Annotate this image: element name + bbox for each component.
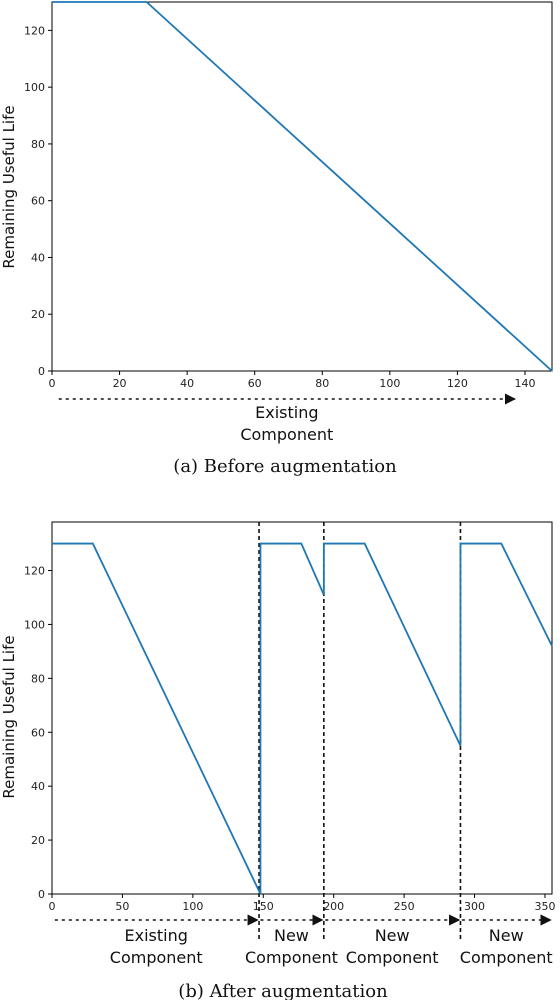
chartB-xtick-label: 250 <box>394 900 415 913</box>
chart-a-series <box>52 1 553 372</box>
chartB-ytick-label: 80 <box>31 672 45 685</box>
chartA-xtick-label: 40 <box>180 377 194 390</box>
chartB-ytick-label: 20 <box>31 834 45 847</box>
chartB-component-label-line1: New <box>375 926 410 945</box>
chartA-xtick-label: 120 <box>447 377 468 390</box>
chartA-component-label-line1: Existing <box>255 403 318 422</box>
chartA-xtick-label: 100 <box>379 377 400 390</box>
chartB-component-label-line1: Existing <box>125 926 188 945</box>
chartB-xtick-label: 200 <box>323 900 344 913</box>
chartB-component-label-line2: Component <box>460 948 553 967</box>
chartA-xtick-label: 0 <box>49 377 56 390</box>
chartB-ytick-label: 0 <box>38 888 45 901</box>
chartB-component-label-line2: Component <box>110 948 203 967</box>
chartB-ytick-label: 100 <box>24 618 45 631</box>
chartB-ytick-label: 60 <box>31 726 45 739</box>
chartA-ytick-label: 60 <box>31 195 45 208</box>
chartB-xtick-label: 0 <box>49 900 56 913</box>
chartB-series-line-0 <box>52 542 553 895</box>
chartA-series-line-0 <box>52 1 553 372</box>
chartB-xtick-label: 100 <box>182 900 203 913</box>
chartA-xtick-label: 20 <box>113 377 127 390</box>
chartA-ytick-label: 100 <box>24 81 45 94</box>
chartA-xtick-label: 60 <box>248 377 262 390</box>
chartB-ytick-label: 120 <box>24 565 45 578</box>
chart-a-plot-area <box>51 1 553 372</box>
chartB-component-label-line2: Component <box>245 948 338 967</box>
chart-a-x-ticks: 0 20 40 60 80 100 120 140 <box>49 371 535 390</box>
chartB-ytick-label: 40 <box>31 780 45 793</box>
chartA-ytick-label: 20 <box>31 308 45 321</box>
chartB-component-label-line2: Component <box>346 948 439 967</box>
chart-b: 0 20 40 60 80 100 120 0 50 100 150 200 250 300 350 Re… <box>0 521 555 1000</box>
chart-a-caption: (a) Before augmentation <box>173 456 397 477</box>
chartA-ytick-label: 40 <box>31 251 45 264</box>
chartB-xtick-label: 50 <box>115 900 129 913</box>
chartA-ytick-label: 120 <box>24 24 45 37</box>
chart-b-plot-area <box>51 521 553 895</box>
chart-b-y-ticks: 0 20 40 60 80 100 120 <box>24 565 52 901</box>
chartB-xtick-label: 350 <box>534 900 555 913</box>
chart-a-ylabel: Remaining Useful Life <box>0 105 18 268</box>
chartB-xtick-label: 150 <box>253 900 274 913</box>
chartA-component-label-line2: Component <box>240 425 333 444</box>
chartA-ytick-label: 80 <box>31 138 45 151</box>
chartB-component-label-line1: New <box>274 926 309 945</box>
chartA-xtick-label: 80 <box>315 377 329 390</box>
chart-b-annotations: Existing Component New Component New Componen… <box>54 914 553 967</box>
chart-a-annotations: Existing Component <box>58 393 516 444</box>
chart-a: 0 20 40 60 80 100 120 0 20 40 60 80 100 120 140 Remai… <box>0 1 553 477</box>
chart-b-separators <box>258 522 462 940</box>
chartA-xtick-label: 140 <box>514 377 535 390</box>
chart-b-caption: (b) After augmentation <box>178 981 388 1000</box>
chart-a-y-ticks: 0 20 40 60 80 100 120 <box>24 24 52 378</box>
chart-b-series <box>52 542 553 895</box>
chartB-component-label-line1: New <box>489 926 524 945</box>
chart-b-x-ticks: 0 50 100 150 200 250 300 350 <box>49 894 555 913</box>
chartB-xtick-label: 300 <box>464 900 485 913</box>
chart-b-ylabel: Remaining Useful Life <box>0 635 18 798</box>
chartA-ytick-label: 0 <box>38 365 45 378</box>
